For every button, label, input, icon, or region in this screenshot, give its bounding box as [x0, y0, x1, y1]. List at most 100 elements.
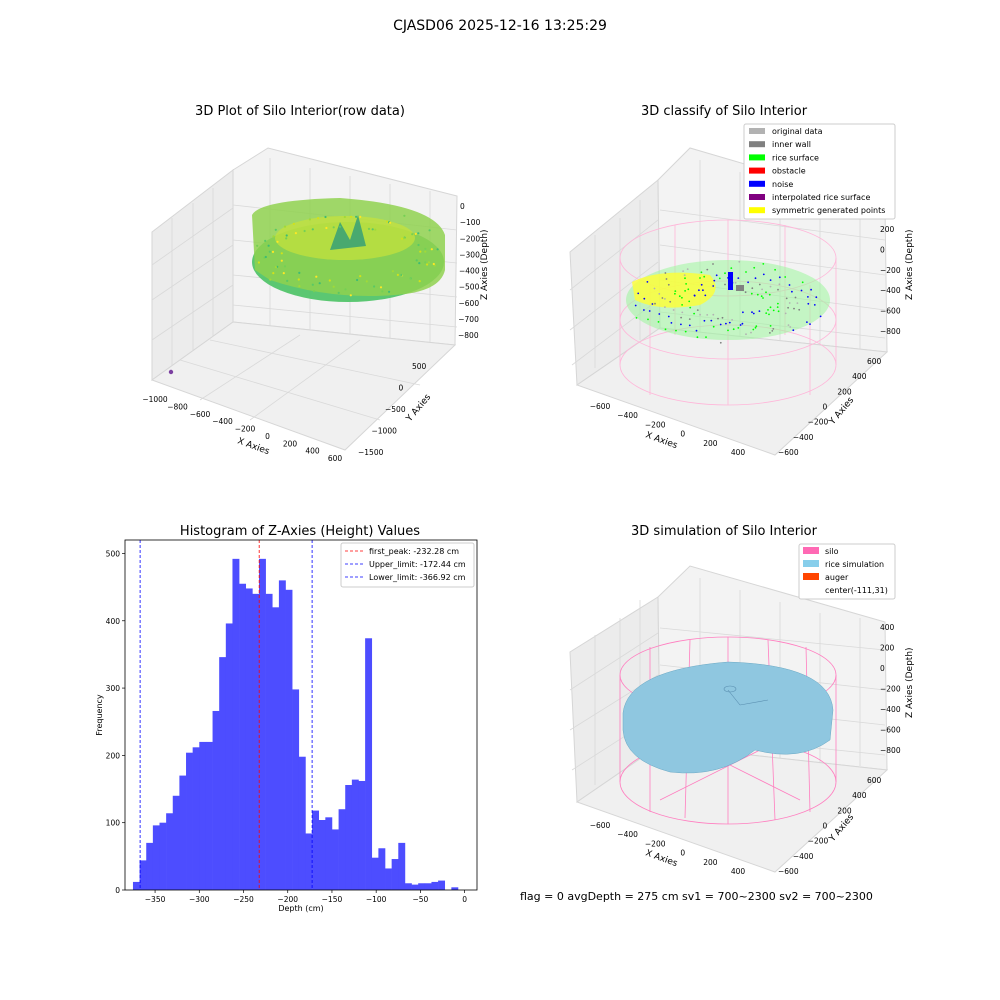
panel1-scatter-point — [328, 279, 331, 282]
panel1-scatter-point — [286, 279, 289, 282]
hist-bar — [258, 558, 266, 890]
panel2-scatter-point — [737, 277, 740, 279]
panel1-scatter-point — [381, 290, 384, 293]
panel2-scatter-point — [776, 306, 779, 308]
hist-y-tick: 300 — [106, 684, 121, 693]
panel2-scatter-point — [675, 329, 677, 332]
panel2-obstacle-cluster — [736, 285, 744, 291]
panel1-scatter-point — [308, 218, 311, 221]
panel4-auger — [723, 685, 769, 706]
panel2-scatter-point — [687, 288, 690, 291]
panel1-scatter-point — [267, 244, 270, 247]
panel2-scatter-point — [705, 336, 707, 338]
panel2-scatter-point — [664, 306, 666, 308]
panel2-scatter-point — [753, 266, 756, 269]
panel2-scatter-point — [712, 313, 715, 316]
panel2-scatter-point — [684, 330, 687, 333]
panel2-scatter-point — [778, 276, 781, 279]
panel4-y-tick: 200 — [837, 806, 852, 815]
panel2-scatter-point — [788, 302, 791, 304]
panel1-scatter-point — [367, 227, 371, 230]
panel2-z-tick: 0 — [880, 245, 885, 254]
panel2-x-tick: −400 — [617, 411, 638, 420]
panel4-y-tick: 0 — [823, 822, 828, 831]
panel2-legend-label: original data — [772, 127, 823, 136]
panel1-scatter-point — [371, 228, 374, 231]
hist-bar — [159, 822, 167, 890]
panel2-scatter-point — [741, 322, 744, 325]
hist-bar — [212, 710, 220, 890]
hist-bar — [378, 848, 386, 890]
panel2-scatter-point — [712, 285, 715, 287]
hist-bar — [132, 881, 140, 890]
panel2-scatter-point — [762, 273, 765, 276]
panel1-scatter-point — [257, 261, 260, 264]
panel2-scatter-point — [721, 316, 724, 319]
panel2-x-tick: 400 — [731, 448, 746, 457]
hist-bar — [285, 589, 293, 890]
panel2-scatter-point — [762, 297, 764, 299]
panel4-y-tick: −200 — [808, 837, 829, 846]
panel2-scatter-point — [807, 302, 810, 305]
panel2-scatter-point — [672, 309, 675, 311]
hist-legend-label: first_peak: -232.28 cm — [369, 547, 459, 556]
panel1-scatter-point — [343, 215, 346, 219]
hist-bar — [325, 817, 333, 890]
panel4-legend: silo rice simulation auger center(-111,31) — [798, 543, 896, 600]
panel2-scatter-point — [693, 294, 696, 297]
panel2-z-tick: −600 — [880, 307, 901, 316]
panel2-scatter-point — [713, 279, 716, 282]
panel2-scatter-point — [744, 291, 747, 294]
panel1-x-tick: −400 — [212, 417, 233, 426]
panel2-scatter-point — [738, 260, 741, 263]
panel2-scatter-point — [664, 298, 666, 300]
hist-bars — [132, 558, 459, 890]
panel2-scatter-point — [756, 293, 759, 296]
panel2-scatter-point — [807, 296, 809, 298]
panel2-scatter-point — [696, 309, 699, 311]
panel1-scatter-point — [374, 228, 377, 231]
hist-x-tick: −100 — [366, 895, 387, 904]
panel2-scatter-point — [717, 317, 719, 320]
panel2-x-tick: 0 — [680, 430, 685, 439]
panel2-scatter-point — [800, 289, 803, 292]
panel2-legend-swatch — [749, 194, 765, 200]
hist-y-ticks: 0 100 200 300 400 500 — [106, 549, 125, 895]
panel2-scatter-point — [704, 294, 707, 297]
panel2-scatter-point — [670, 322, 673, 324]
panel2-scatter-point — [751, 287, 754, 290]
panel2-scatter-point — [643, 309, 645, 311]
panel2-scatter-point — [725, 322, 727, 325]
panel1-scatter-point — [274, 266, 277, 269]
panel2-scatter-point — [769, 306, 772, 309]
panel2-scatter-point — [724, 283, 726, 286]
panel2-scatter-point — [637, 292, 640, 295]
hist-bar — [424, 883, 432, 890]
panel2-scatter-point — [750, 331, 752, 334]
panel2-scatter-point — [654, 302, 656, 305]
panel2-scatter-point — [664, 272, 667, 274]
panel2-z-tick: −800 — [880, 327, 901, 336]
hist-x-tick: −250 — [233, 895, 254, 904]
panel1-scatter-point — [337, 291, 340, 294]
panel4-z-ticks: 400 200 0 −200 −400 −600 −800 — [880, 623, 901, 755]
panel2-legend-label: interpolated rice surface — [772, 193, 870, 202]
panel2-scatter-point — [769, 279, 772, 281]
hist-xlabel: Depth (cm) — [278, 904, 323, 913]
hist-bar — [278, 580, 286, 890]
hist-bar — [358, 780, 366, 890]
hist-bar — [199, 741, 207, 890]
panel4-y-tick: 400 — [852, 791, 867, 800]
figure-suptitle: CJASD06 2025-12-16 13:25:29 — [393, 18, 607, 34]
panel2-scatter-point — [769, 325, 772, 327]
panel2-y-tick: −600 — [778, 448, 799, 457]
panel1-z-tick: −500 — [459, 283, 480, 292]
hist-bar — [292, 689, 300, 890]
panel2-scatter-point — [754, 277, 757, 280]
panel1-scatter-point — [359, 275, 362, 278]
panel1-scatter-point — [311, 283, 314, 286]
panel2-z-tick: −200 — [880, 266, 901, 275]
panel2-scatter-point — [700, 271, 703, 274]
panel2-legend-label: symmetric generated points — [772, 206, 885, 215]
hist-y-tick: 100 — [106, 819, 121, 828]
